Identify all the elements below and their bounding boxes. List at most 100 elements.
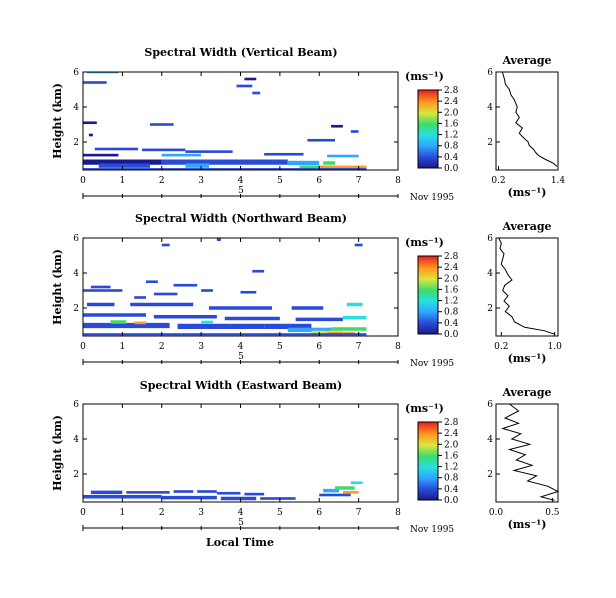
x-tick-label: 4 bbox=[238, 176, 244, 186]
average-x-tick-label: 1.4 bbox=[551, 176, 566, 186]
average-y-tick-label: 2 bbox=[487, 470, 493, 480]
colorbar-ticks: 0.00.40.81.2 1.62.02.42.8 bbox=[438, 252, 459, 340]
y-tick-label: 4 bbox=[73, 103, 79, 113]
heatmap-cell bbox=[83, 153, 119, 157]
heatmap-cell bbox=[350, 481, 363, 485]
x-tick-label: 5 bbox=[277, 342, 283, 352]
colorbar-unit: (ms⁻¹) bbox=[405, 236, 444, 249]
x-tick-label: 0 bbox=[80, 508, 86, 518]
heatmap-cell bbox=[185, 163, 209, 168]
heatmap-cell bbox=[90, 285, 111, 289]
x-tick-label: 5 bbox=[277, 508, 283, 518]
average-y-tick-label: 4 bbox=[487, 103, 493, 113]
heatmap-cell bbox=[83, 333, 367, 336]
heatmap-cell bbox=[209, 306, 272, 310]
average-frame bbox=[495, 403, 559, 503]
heatmap-cell bbox=[83, 121, 97, 125]
heatmap-cell bbox=[224, 316, 280, 321]
colorbar-tick-label: 1.6 bbox=[444, 119, 459, 129]
heatmap-cell bbox=[323, 161, 335, 165]
colorbar-tick-label: 2.0 bbox=[444, 274, 459, 284]
y-tick-label: 2 bbox=[73, 138, 79, 148]
heatmap-cell bbox=[98, 163, 150, 168]
colorbar-tick-label: 0.8 bbox=[444, 142, 459, 152]
average-x-tick-label: 0.2 bbox=[494, 342, 508, 352]
heatmap-cell bbox=[220, 496, 257, 501]
average-title: Average bbox=[501, 54, 551, 67]
y-ticks: 2 4 6 bbox=[73, 234, 398, 314]
heatmap-cells bbox=[83, 238, 367, 336]
heatmap-cell bbox=[134, 296, 146, 299]
x-tick-label: 8 bbox=[395, 176, 401, 186]
y-tick-label: 2 bbox=[73, 470, 79, 480]
colorbar bbox=[417, 421, 439, 501]
x-tick-label: 8 bbox=[395, 508, 401, 518]
heatmap-cell bbox=[287, 327, 332, 333]
average-x-label: (ms⁻¹) bbox=[508, 518, 547, 531]
colorbar-tick-label: 2.4 bbox=[444, 429, 459, 439]
colorbar-tick-label: 1.6 bbox=[444, 285, 459, 295]
average-x-tick-label: 0.5 bbox=[545, 508, 560, 518]
heatmap-cell bbox=[299, 165, 335, 170]
heatmap-cell bbox=[331, 327, 367, 331]
x-tick-label: 3 bbox=[198, 508, 204, 518]
average-line bbox=[501, 71, 558, 167]
heatmap-cell bbox=[173, 490, 194, 493]
x-tick-label: 0 bbox=[80, 342, 86, 352]
heatmap-cell bbox=[264, 323, 312, 329]
colorbar-tick-label: 1.2 bbox=[444, 131, 458, 141]
colorbar bbox=[417, 89, 439, 169]
heatmap-cell bbox=[197, 490, 217, 493]
x-tick-label: 3 bbox=[198, 342, 204, 352]
heatmap-cell bbox=[146, 280, 158, 284]
y-tick-label: 6 bbox=[73, 400, 79, 410]
x-tick-label: 5 bbox=[277, 176, 283, 186]
x-axis-label: Local Time bbox=[206, 536, 274, 549]
heatmap-cell bbox=[161, 159, 241, 165]
average-title: Average bbox=[501, 220, 551, 233]
average-frame bbox=[495, 237, 559, 337]
colorbar-tick-label: 2.8 bbox=[444, 252, 459, 262]
x-tick-label: 1 bbox=[120, 342, 126, 352]
heatmap-cell bbox=[201, 320, 213, 324]
heatmap-cell bbox=[86, 302, 115, 307]
colorbar-tick-label: 0.0 bbox=[444, 330, 459, 340]
y-axis-label: Height (km) bbox=[51, 415, 64, 491]
average-x-ticks: 0.2 1.4 bbox=[491, 166, 565, 186]
heatmap-cell bbox=[142, 148, 186, 152]
heatmap-cell bbox=[346, 302, 363, 307]
heatmap-cell bbox=[323, 488, 339, 493]
panel-title: Spectral Width (Northward Beam) bbox=[135, 212, 347, 225]
heatmap-cell bbox=[201, 289, 213, 292]
average-title: Average bbox=[501, 386, 551, 399]
heatmap-cell bbox=[161, 243, 170, 247]
date-mark: 5 bbox=[238, 352, 244, 362]
y-ticks: 2 4 6 bbox=[73, 400, 398, 480]
x-tick-label: 6 bbox=[316, 508, 322, 518]
average-line bbox=[498, 237, 555, 335]
average-x-tick-label: 0.2 bbox=[491, 176, 505, 186]
heatmap-cell bbox=[354, 243, 363, 247]
heatmap-cell bbox=[83, 495, 162, 499]
average-profile bbox=[501, 71, 558, 167]
date-label: Nov 1995 bbox=[410, 525, 454, 535]
panel-title: Spectral Width (Vertical Beam) bbox=[144, 46, 337, 59]
average-x-tick-label: 1.0 bbox=[548, 342, 563, 352]
colorbar-tick-label: 2.0 bbox=[444, 440, 459, 450]
heatmap-cell bbox=[287, 160, 320, 166]
y-axis-label: Height (km) bbox=[51, 249, 64, 325]
colorbar-tick-label: 0.8 bbox=[444, 474, 459, 484]
x-tick-label: 4 bbox=[238, 508, 244, 518]
colorbar-unit: (ms⁻¹) bbox=[405, 402, 444, 415]
colorbar-ticks: 0.00.40.81.2 1.62.02.42.8 bbox=[438, 86, 459, 174]
x-tick-label: 7 bbox=[356, 342, 362, 352]
heatmap-cell bbox=[83, 81, 107, 84]
x-tick-label: 2 bbox=[159, 342, 165, 352]
plot-frame bbox=[82, 237, 399, 337]
heatmap-cell bbox=[244, 77, 257, 81]
colorbar-ticks: 0.00.40.81.2 1.62.02.42.8 bbox=[438, 418, 459, 506]
heatmap-cell bbox=[153, 315, 217, 319]
